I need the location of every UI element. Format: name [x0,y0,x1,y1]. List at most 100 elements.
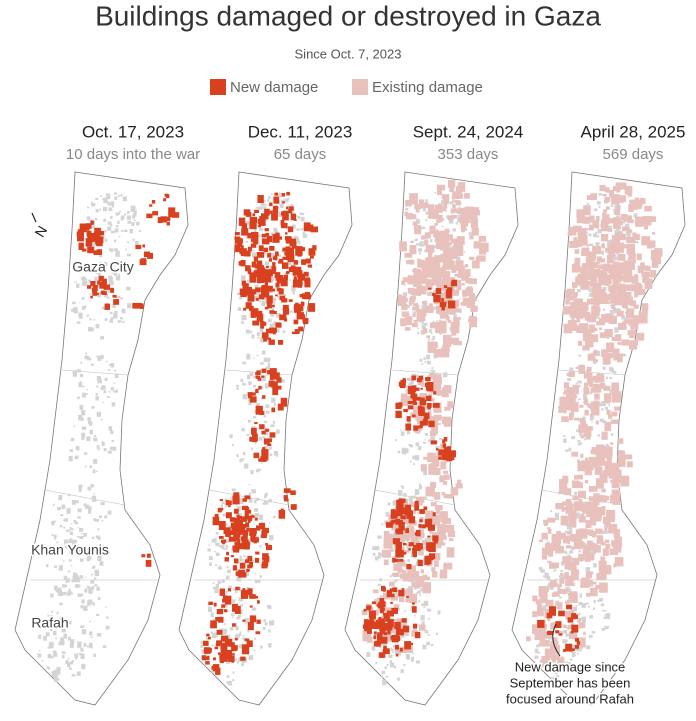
building [81,532,84,535]
building [254,442,257,444]
existing-damage [573,295,578,299]
existing-damage [537,624,546,635]
existing-damage [549,652,557,658]
new-damage [269,246,275,251]
new-damage [574,638,579,642]
building [63,633,68,639]
building [120,215,125,219]
building [428,439,431,442]
building [219,565,221,568]
existing-damage [409,593,418,604]
new-damage [424,518,432,528]
existing-damage [465,206,474,218]
existing-damage [449,254,454,259]
new-damage [402,378,406,383]
existing-damage [383,544,391,549]
building [569,658,573,661]
new-damage [278,260,284,264]
building [448,219,454,224]
new-damage [254,264,260,269]
building [565,586,570,593]
building [611,302,615,307]
new-damage [291,242,297,249]
building [412,495,417,499]
existing-damage [472,260,480,269]
building [232,671,235,674]
existing-damage [565,299,570,305]
building [81,426,86,430]
new-damage [256,619,261,624]
new-damage [213,664,220,672]
new-damage [272,205,279,213]
building [88,587,93,594]
new-damage [210,620,217,629]
existing-damage [569,240,579,248]
building [608,225,613,230]
building [583,438,586,441]
building [619,231,623,235]
building [424,630,429,634]
new-damage [232,495,240,505]
building [236,616,241,620]
building [258,437,263,441]
building [375,661,378,664]
building [115,250,120,257]
existing-damage [443,563,448,570]
building [89,300,92,302]
building [274,229,278,235]
building [53,520,56,523]
building [411,578,416,584]
existing-damage [639,198,646,204]
existing-damage [532,624,540,634]
existing-damage [425,279,433,289]
existing-damage [462,289,468,297]
compass: N [31,223,50,240]
new-damage [238,543,245,550]
new-damage [402,381,406,386]
existing-damage [558,583,562,588]
building [589,615,593,619]
building [61,628,66,633]
new-damage [249,436,254,442]
building [264,446,268,450]
new-damage [258,265,264,272]
building [424,432,428,436]
building [126,215,131,220]
building [576,429,581,433]
new-damage [260,323,264,329]
building [585,227,590,231]
existing-damage [608,414,613,419]
new-damage [235,571,242,576]
building [87,206,90,209]
existing-damage [605,461,611,469]
building [208,606,212,612]
building [588,233,592,237]
existing-damage [559,578,565,584]
building [597,599,600,602]
existing-damage [443,248,451,256]
building [455,222,458,225]
building [383,644,386,647]
new-damage [239,562,246,569]
new-damage [414,631,421,639]
existing-damage [434,255,443,263]
new-damage [301,293,307,300]
existing-damage [418,260,424,266]
building [58,620,61,623]
existing-damage [436,274,441,278]
new-damage [387,610,393,615]
existing-damage [437,267,447,278]
new-damage [77,229,82,232]
new-damage [386,625,393,630]
existing-damage [449,186,455,193]
building [118,236,121,238]
existing-damage [433,383,441,391]
building [562,639,567,644]
new-damage [428,542,436,552]
building [534,648,539,654]
existing-damage [431,425,438,435]
existing-damage [457,479,462,484]
existing-damage [400,573,405,579]
building [89,429,93,435]
strip-outline [14,171,189,706]
